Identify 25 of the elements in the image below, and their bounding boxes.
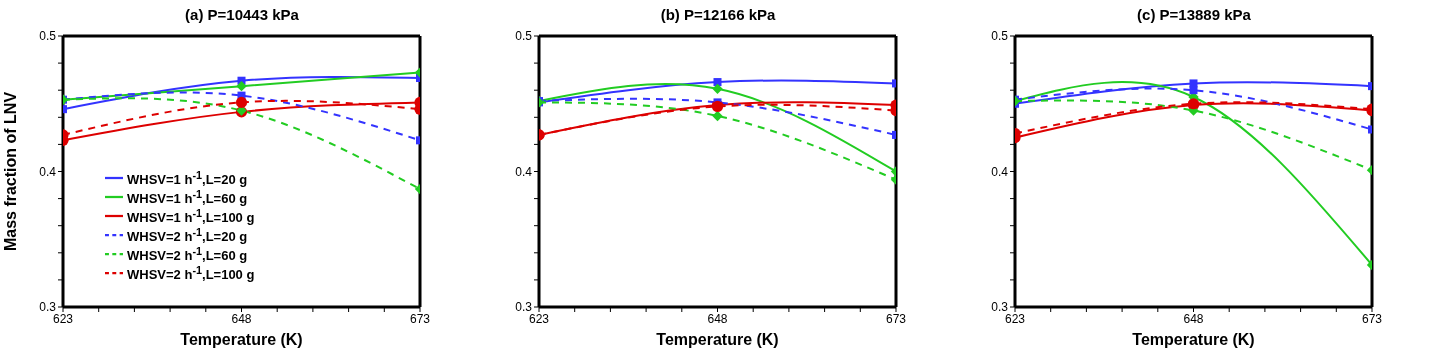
y-tick-label: 0.5 [991,29,1009,44]
legend-label: WHSV=1 h$^{-1}$,L=20 g [127,168,248,187]
x-tick-label: 648 [231,311,252,326]
legend-label: WHSV=1 h$^{-1}$,L=60 g [127,187,248,206]
x-axis-title: Temperature (K) [1132,331,1255,348]
legend-label: WHSV=1 h$^{-1}$,L=100 g [127,206,255,225]
legend-label: WHSV=2 h$^{-1}$,L=60 g [127,244,248,263]
y-tick-label: 0.5 [515,29,533,44]
chart-title: (b) P=12166 kPa [659,6,777,23]
x-tick-label: 673 [885,311,907,326]
x-tick-label: 673 [1361,311,1383,326]
y-tick-label: 0.4 [515,164,533,179]
legend-label: WHSV=2 h$^{-1}$,L=100 g [127,263,255,282]
x-tick-label: 673 [409,311,431,326]
x-tick-label: 648 [1183,311,1204,326]
x-tick-label: 648 [707,311,728,326]
legend-label: WHSV=2 h$^{-1}$,L=20 g [127,225,248,244]
y-axis-title: Mass fraction of LNV [1,91,19,252]
x-axis-title: Temperature (K) [656,331,779,348]
chart-title: (a) P=10443 kPa [184,6,300,23]
y-tick-label: 0.4 [991,164,1009,179]
y-tick-label: 0.4 [39,164,57,179]
chart-title: (c) P=13889 kPa [1136,6,1252,23]
x-axis-title: Temperature (K) [180,331,303,348]
y-tick-label: 0.5 [39,29,57,44]
